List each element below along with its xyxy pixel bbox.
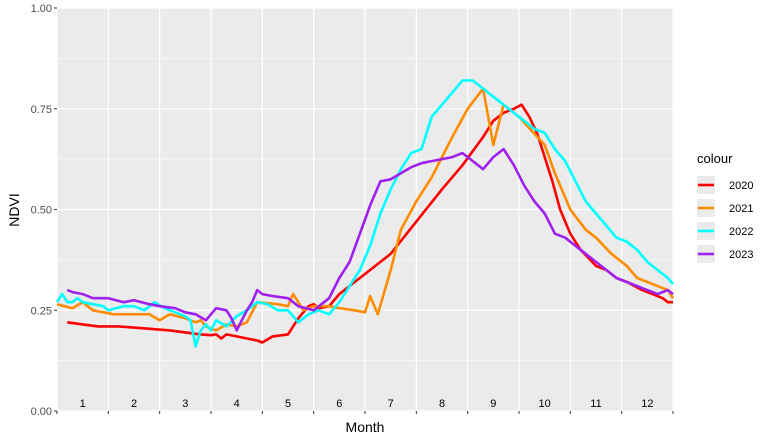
month-label: 6 <box>336 398 342 410</box>
legend-title: colour <box>697 151 733 166</box>
y-tick-label: 0.25 <box>31 305 52 317</box>
month-label: 8 <box>439 398 445 410</box>
series-line-2021 <box>56 87 675 332</box>
x-month-labels: 1 2 3 4 5 6 7 8 9 10 11 12 <box>80 398 654 410</box>
month-label: 1 <box>80 398 86 410</box>
month-label: 9 <box>490 398 496 410</box>
month-label: 2 <box>131 398 137 410</box>
legend-label-2020: 2020 <box>729 180 753 192</box>
x-axis-title: Month <box>346 419 385 435</box>
month-label: 7 <box>388 398 394 410</box>
series-line-2020 <box>67 103 673 344</box>
month-label: 3 <box>182 398 188 410</box>
legend-label-2023: 2023 <box>729 249 753 261</box>
month-label: 5 <box>285 398 291 410</box>
month-label: 10 <box>539 398 551 410</box>
y-axis: 0.00 0.25 0.50 0.75 1.00 <box>31 3 57 418</box>
series-line-2023 <box>66 147 674 332</box>
series-line-2022 <box>55 79 674 348</box>
x-axis <box>56 411 674 414</box>
legend-label-2022: 2022 <box>729 226 753 238</box>
month-label: 12 <box>641 398 653 410</box>
y-tick-label: 0.50 <box>31 205 52 217</box>
legend: colour 2020 2021 2022 2023 <box>694 151 766 266</box>
y-axis-title: NDVI <box>6 193 22 226</box>
series-lines <box>55 79 675 348</box>
month-label: 4 <box>234 398 240 410</box>
month-label: 11 <box>590 398 601 410</box>
legend-label-2021: 2021 <box>729 203 753 215</box>
y-tick-label: 0.00 <box>31 406 52 418</box>
legend-items: 2020 2021 2022 2023 <box>694 170 766 266</box>
y-tick-label: 0.75 <box>31 104 52 116</box>
y-tick-label: 1.00 <box>31 3 52 15</box>
